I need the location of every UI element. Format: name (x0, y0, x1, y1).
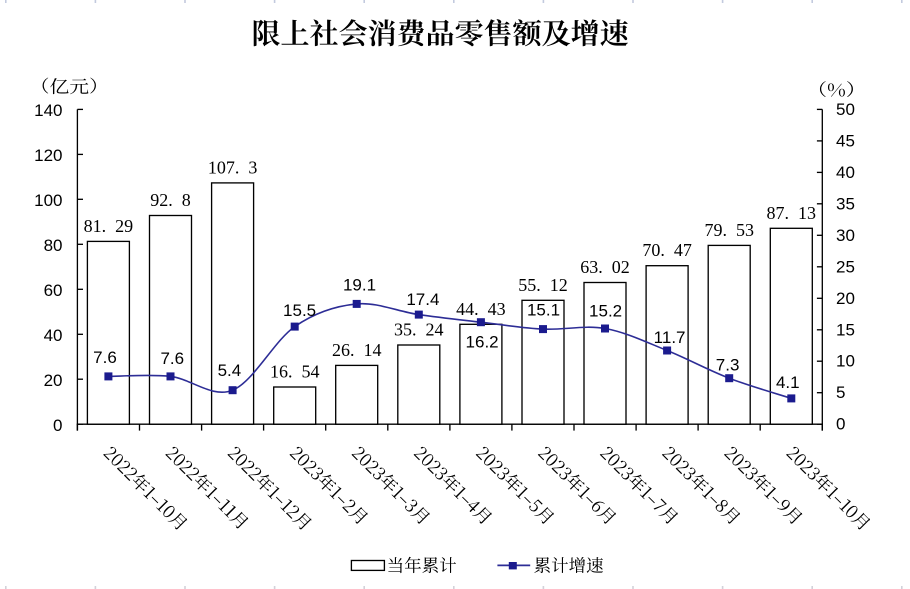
svg-text:140: 140 (34, 101, 62, 120)
svg-text:35: 35 (836, 194, 855, 213)
svg-text:5.4: 5.4 (218, 361, 242, 380)
svg-text:26. 14: 26. 14 (332, 340, 382, 360)
svg-text:0: 0 (836, 415, 845, 434)
svg-text:87. 13: 87. 13 (767, 203, 817, 223)
svg-text:40: 40 (44, 326, 63, 345)
svg-text:81. 29: 81. 29 (84, 216, 134, 236)
svg-text:7.6: 7.6 (93, 348, 117, 367)
svg-text:16. 54: 16. 54 (270, 362, 320, 382)
svg-text:45: 45 (836, 131, 855, 150)
svg-text:44. 43: 44. 43 (456, 299, 506, 319)
svg-text:15.5: 15.5 (283, 301, 316, 320)
svg-text:7.6: 7.6 (160, 349, 184, 368)
svg-text:16.2: 16.2 (466, 333, 499, 352)
svg-text:11.7: 11.7 (654, 328, 686, 347)
svg-text:79. 53: 79. 53 (704, 220, 754, 240)
svg-text:15.1: 15.1 (527, 300, 560, 319)
svg-text:10: 10 (836, 352, 855, 371)
svg-text:15: 15 (836, 320, 855, 339)
svg-text:100: 100 (34, 191, 62, 210)
svg-text:0: 0 (53, 416, 62, 435)
svg-text:92. 8: 92. 8 (150, 190, 191, 210)
svg-text:30: 30 (836, 226, 855, 245)
svg-text:17.4: 17.4 (406, 290, 439, 309)
svg-text:60: 60 (44, 281, 63, 300)
svg-text:4.1: 4.1 (776, 373, 800, 392)
svg-text:35. 24: 35. 24 (394, 320, 444, 340)
svg-text:40: 40 (836, 163, 855, 182)
svg-text:120: 120 (34, 146, 62, 165)
svg-text:55. 12: 55. 12 (518, 275, 568, 295)
svg-text:15.2: 15.2 (589, 302, 622, 321)
svg-text:63. 02: 63. 02 (580, 257, 630, 277)
svg-text:80: 80 (44, 236, 63, 255)
svg-text:70. 47: 70. 47 (642, 240, 692, 260)
svg-text:5: 5 (836, 383, 845, 402)
svg-text:7.3: 7.3 (716, 356, 740, 375)
svg-text:107. 3: 107. 3 (208, 157, 258, 177)
svg-text:50: 50 (836, 100, 855, 119)
svg-text:20: 20 (44, 371, 63, 390)
svg-text:19.1: 19.1 (343, 276, 376, 295)
svg-text:20: 20 (836, 289, 855, 308)
svg-text:25: 25 (836, 257, 855, 276)
